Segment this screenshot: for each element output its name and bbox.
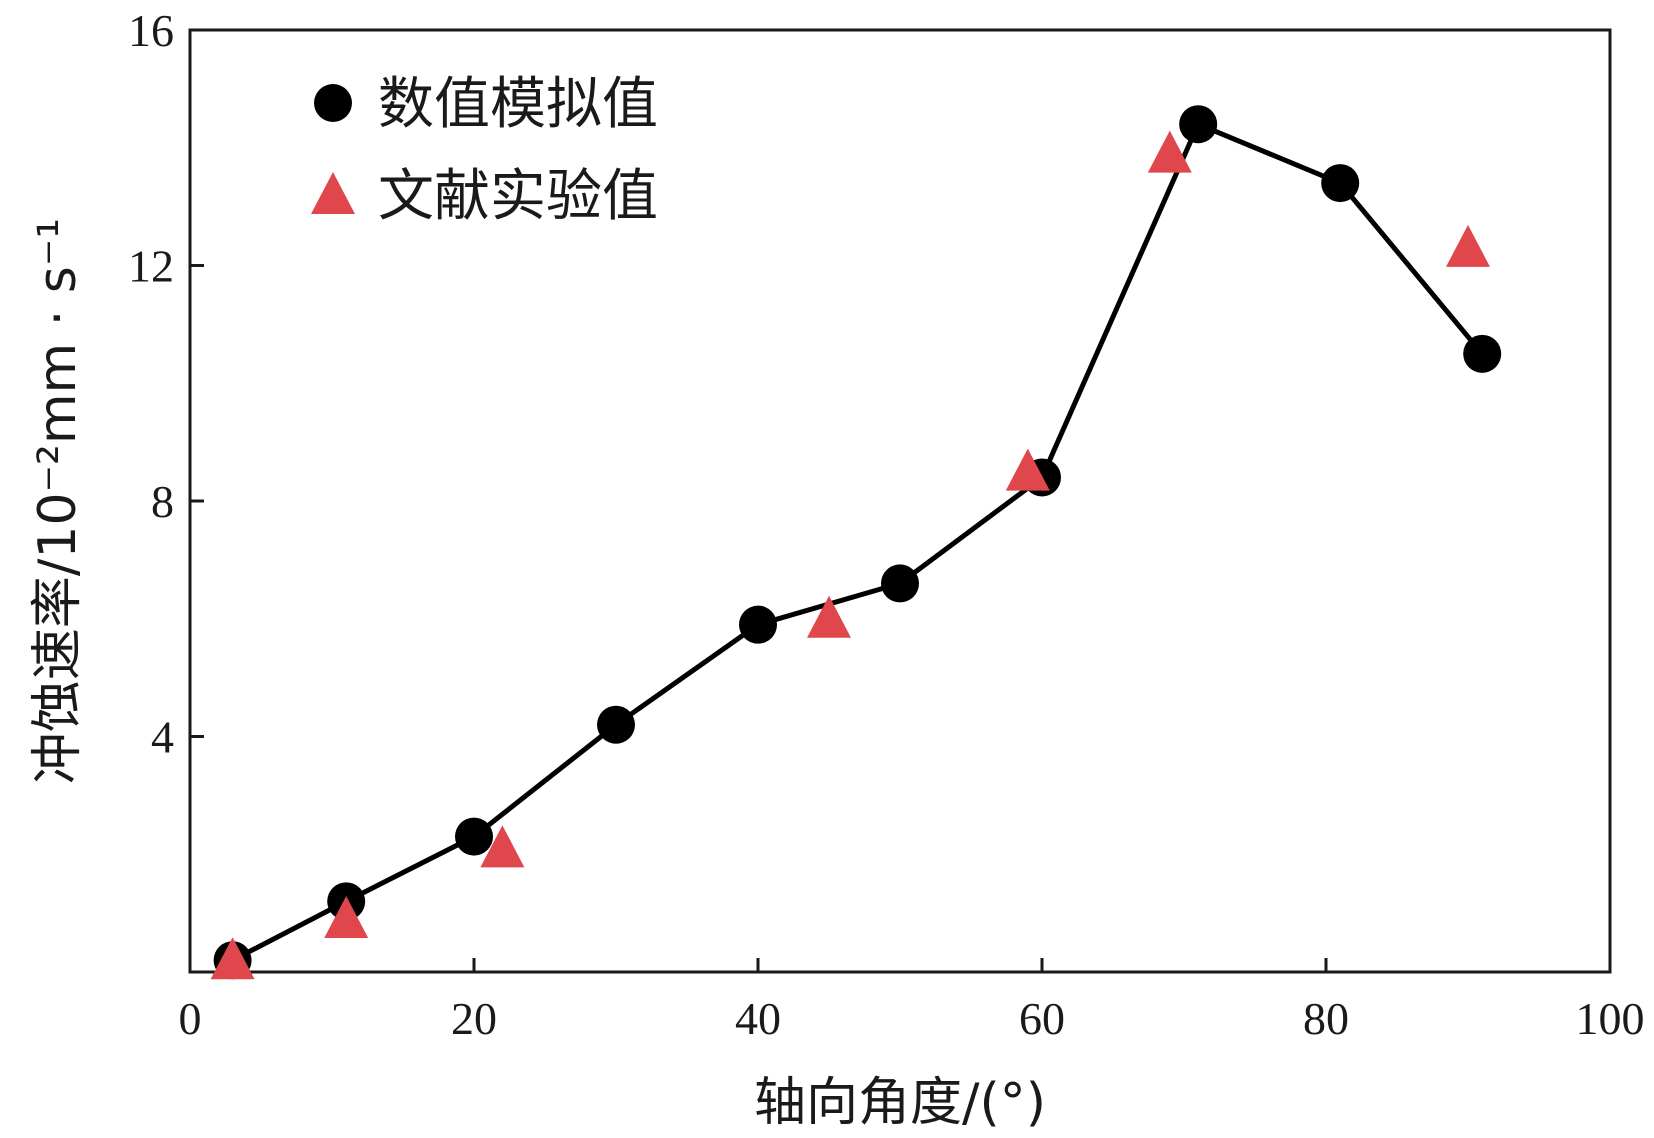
data-point-circle xyxy=(455,817,493,856)
data-point-triangle xyxy=(1005,448,1050,491)
y-tick-label: 4 xyxy=(151,712,174,763)
legend-marker-triangle xyxy=(311,172,355,214)
data-point-circle xyxy=(597,705,635,744)
data-point-circle xyxy=(1179,105,1218,144)
legend-label: 文献实验值 xyxy=(378,164,658,229)
data-point-circle xyxy=(739,605,777,644)
legend-marker-circle xyxy=(314,84,352,122)
axis-ticks: 0 20 40 60 80 100 4 8 12 16 xyxy=(128,5,1645,1044)
x-tick-label: 60 xyxy=(1019,993,1065,1044)
y-tick-label: 12 xyxy=(128,241,174,292)
data-point-circle xyxy=(1321,164,1360,203)
y-tick-label: 8 xyxy=(151,476,174,527)
x-tick-label: 100 xyxy=(1576,993,1645,1044)
x-axis-title: 轴向角度/(°) xyxy=(754,1073,1046,1133)
series-0 xyxy=(213,105,1502,980)
data-point-circle xyxy=(1463,334,1502,373)
data-point-triangle xyxy=(210,937,255,980)
data-series xyxy=(210,105,1502,980)
x-tick-label: 40 xyxy=(735,993,781,1044)
data-point-triangle xyxy=(807,595,851,638)
data-point-triangle xyxy=(1147,130,1192,173)
series-line xyxy=(231,121,1485,963)
x-tick-label: 80 xyxy=(1303,993,1349,1044)
legend-label: 数值模拟值 xyxy=(378,72,658,137)
data-point-triangle xyxy=(1446,224,1490,267)
y-axis-title: 冲蚀速率/10⁻²mm · s⁻¹ xyxy=(28,218,88,784)
data-point-circle xyxy=(881,564,919,603)
x-tick-label: 0 xyxy=(179,993,202,1044)
series-1 xyxy=(210,130,1490,980)
data-point-triangle xyxy=(480,825,525,868)
data-point-triangle xyxy=(324,896,369,939)
x-tick-label: 20 xyxy=(451,993,497,1044)
y-tick-label: 16 xyxy=(128,5,174,56)
